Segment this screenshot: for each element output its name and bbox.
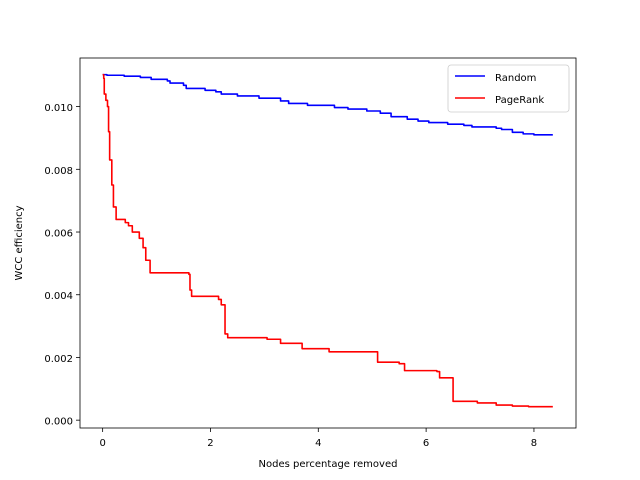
- x-tick-label: 0: [99, 438, 105, 449]
- legend-label-pagerank: PageRank: [495, 95, 544, 106]
- y-tick-label: 0.004: [44, 291, 73, 302]
- y-tick-label: 0.002: [44, 354, 73, 365]
- y-axis: 0.000 0.002 0.004 0.006 0.008 0.010: [44, 103, 80, 428]
- axes-frame: [79, 57, 577, 429]
- y-axis-label: WCC efficiency: [14, 205, 25, 280]
- x-axis: 0 2 4 6 8: [99, 428, 537, 449]
- y-tick-label: 0.008: [44, 166, 73, 177]
- x-tick-label: 8: [531, 438, 537, 449]
- y-tick-label: 0.010: [44, 103, 73, 114]
- x-tick-label: 4: [315, 438, 321, 449]
- series-line-random: [102, 73, 553, 136]
- series-line-pagerank: [102, 73, 553, 408]
- y-tick-label: 0.000: [44, 417, 73, 428]
- x-axis-label: Nodes percentage removed: [259, 459, 398, 470]
- legend-label-random: Random: [495, 73, 536, 84]
- x-tick-label: 6: [423, 438, 429, 449]
- x-tick-label: 2: [207, 438, 213, 449]
- y-tick-label: 0.006: [44, 229, 73, 240]
- series-layer: [102, 73, 553, 408]
- plot-area: [80, 58, 576, 428]
- legend: Random PageRank: [447, 64, 570, 113]
